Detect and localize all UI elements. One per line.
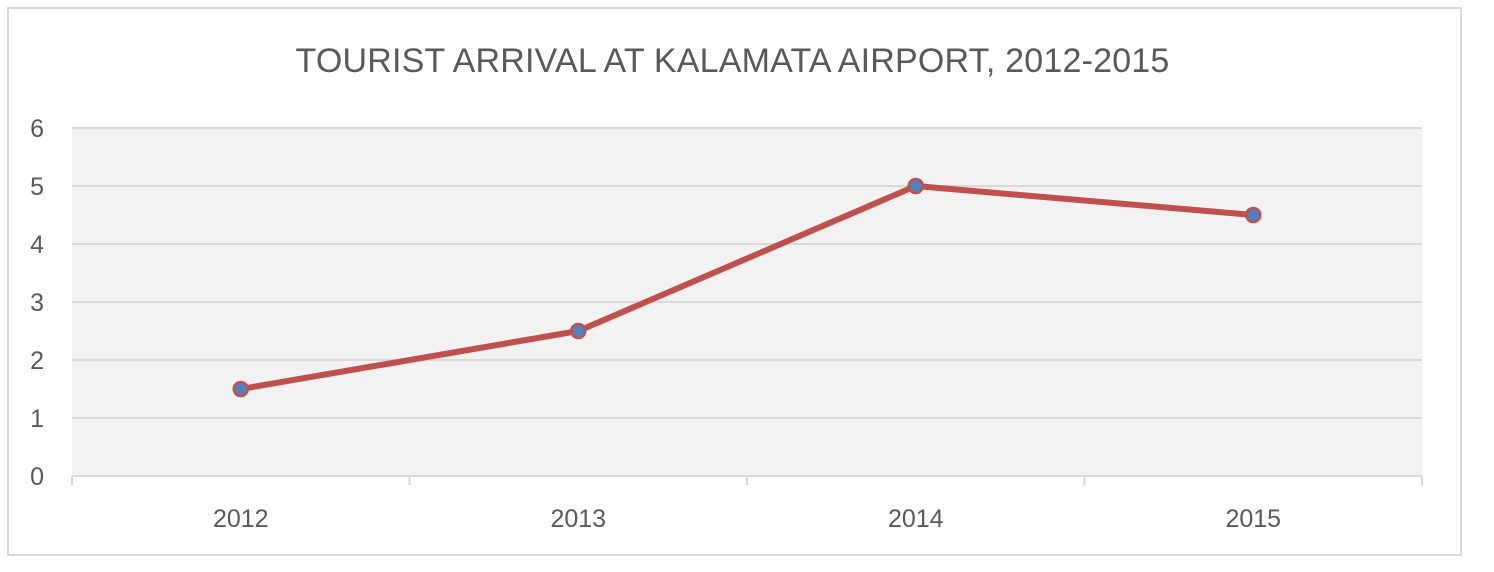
y-tick-label-1: 1 xyxy=(30,405,44,433)
chart-title: TOURIST ARRIVAL AT KALAMATA AIRPORT, 201… xyxy=(295,42,1170,80)
x-tick-label-2015: 2015 xyxy=(1225,505,1281,533)
y-tick-label-6: 6 xyxy=(30,115,44,143)
y-tick-label-0: 0 xyxy=(30,463,44,491)
x-tick-label-2014: 2014 xyxy=(888,505,944,533)
data-point-2013 xyxy=(570,322,587,340)
data-point-2015 xyxy=(1245,206,1262,224)
x-axis: 2012 2013 2014 2015 xyxy=(71,475,1423,533)
y-tick-label-2: 2 xyxy=(30,347,44,375)
y-tick-label-3: 3 xyxy=(30,289,44,317)
y-axis: 0 1 2 3 4 5 6 xyxy=(30,115,44,491)
series-line xyxy=(237,183,1257,392)
y-tick-label-5: 5 xyxy=(30,173,44,201)
series-group xyxy=(232,177,1262,398)
y-tick-label-4: 4 xyxy=(30,231,44,259)
data-point-2014 xyxy=(907,177,924,195)
x-tick-label-2013: 2013 xyxy=(550,505,606,533)
x-tick-label-2012: 2012 xyxy=(213,505,269,533)
gridlines xyxy=(72,127,1422,419)
data-point-2012 xyxy=(232,380,249,398)
